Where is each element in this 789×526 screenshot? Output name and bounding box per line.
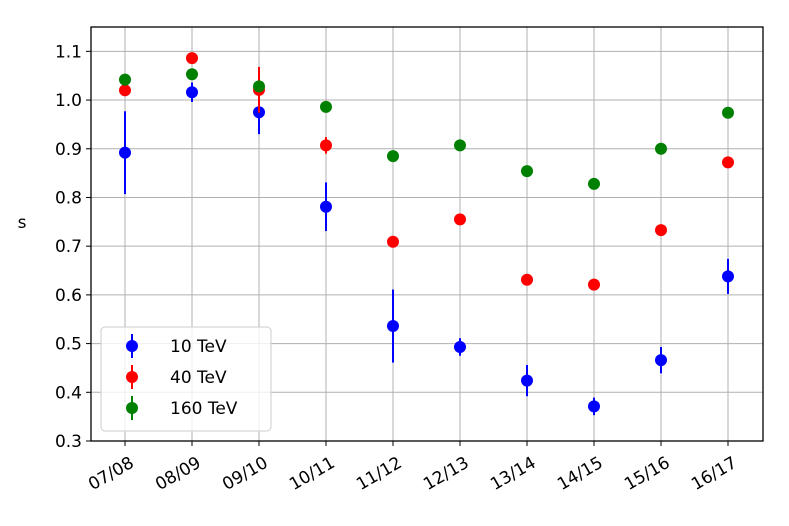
y-tick-label: 0.9 (55, 140, 82, 160)
data-point (320, 139, 332, 152)
data-point (119, 73, 131, 86)
data-point (722, 270, 734, 283)
data-point (722, 106, 734, 119)
data-point (186, 52, 198, 65)
data-point (521, 273, 533, 286)
data-point (521, 165, 533, 178)
y-tick-label: 0.6 (55, 286, 82, 306)
data-point (320, 200, 332, 213)
data-point (387, 235, 399, 248)
y-tick-label: 0.4 (55, 383, 82, 403)
data-point (387, 320, 399, 333)
series-0 (119, 82, 734, 416)
legend-label: 160 TeV (170, 399, 238, 419)
legend: 10 TeV 40 TeV 160 TeV (100, 326, 272, 432)
y-tick-label: 0.8 (55, 188, 82, 208)
data-point (655, 354, 667, 367)
data-point (387, 150, 399, 163)
data-point (454, 139, 466, 152)
data-point (320, 100, 332, 113)
y-tick-label: 0.5 (55, 335, 82, 355)
y-tick-label: 0.3 (55, 432, 82, 452)
y-axis-label: s (18, 213, 27, 233)
data-point (454, 213, 466, 226)
legend-frame (100, 326, 272, 432)
data-point (186, 86, 198, 99)
legend-marker (126, 402, 138, 414)
series-2 (119, 68, 734, 190)
y-tick-label: 1.1 (55, 42, 82, 62)
plot-frame (90, 26, 764, 442)
y-tick-label: 0.7 (55, 237, 82, 257)
data-point (722, 156, 734, 169)
legend-marker (126, 371, 138, 383)
legend-marker (126, 340, 138, 352)
y-tick-label: 1.0 (55, 91, 82, 111)
data-point (186, 68, 198, 81)
data-point (119, 84, 131, 97)
data-point (119, 146, 131, 159)
data-marks (119, 52, 734, 416)
data-point (655, 142, 667, 155)
data-point (588, 400, 600, 413)
legend-label: 10 TeV (170, 337, 227, 357)
data-point (588, 278, 600, 291)
data-point (655, 224, 667, 237)
data-point (521, 374, 533, 387)
data-point (588, 177, 600, 190)
data-point (253, 80, 265, 93)
data-point (454, 340, 466, 353)
legend-label: 40 TeV (170, 368, 227, 388)
